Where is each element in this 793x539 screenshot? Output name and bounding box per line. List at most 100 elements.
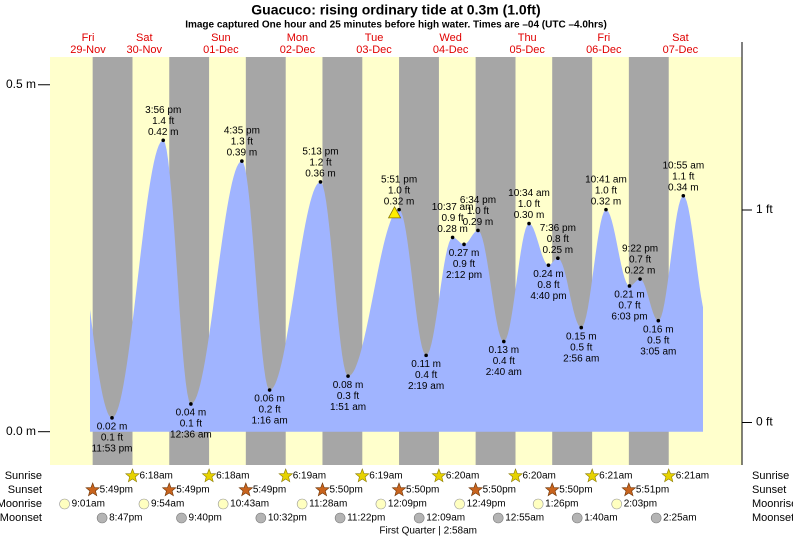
sunrise-time: 6:21am (676, 471, 709, 482)
tide-label: 5:13 pm (302, 147, 338, 158)
tide-point (656, 318, 661, 323)
tide-label: 0.8 ft (547, 234, 569, 245)
tide-label: 10:34 am (508, 188, 550, 199)
moonrise-icon (296, 498, 308, 510)
day-date: 06-Dec (586, 44, 622, 56)
sunset-icon (391, 482, 407, 497)
moonset-time: 2:25am (663, 513, 696, 524)
chart-title: Guacuco: rising ordinary tide at 0.3m (1… (251, 2, 540, 18)
moonrise-icon (59, 498, 70, 510)
tide-label: 1:16 am (252, 416, 288, 427)
sunset-icon (621, 482, 637, 497)
moonset-icon (96, 512, 108, 524)
day-date: 04-Dec (433, 44, 469, 56)
day-date: 07-Dec (663, 44, 699, 56)
tide-label: 0.29 m (463, 217, 494, 228)
sunrise-time: 6:18am (139, 471, 172, 482)
moonrise-time: 9:54am (151, 499, 184, 510)
tide-label: 1.0 ft (595, 185, 617, 196)
tide-label: 5:51 pm (381, 174, 417, 185)
sunrise-icon (661, 468, 677, 483)
tide-point (346, 374, 350, 378)
tide-point (110, 416, 114, 420)
tide-label: 1.0 ft (467, 206, 489, 217)
tide-label: 0.22 m (625, 266, 656, 277)
sunset-icon (85, 482, 101, 497)
moonrise-time: 9:01am (72, 499, 105, 510)
tide-point (318, 180, 323, 184)
tide-point (579, 325, 584, 330)
tide-label: 0.11 m (411, 359, 441, 370)
day-weekday: Wed (439, 32, 461, 44)
day-date: 01-Dec (203, 44, 239, 56)
tide-point (604, 207, 608, 212)
moonset-icon (650, 512, 662, 524)
moonrise-icon (454, 498, 465, 510)
moonset-icon (176, 512, 187, 524)
tide-point (627, 284, 632, 288)
moonset-time: 10:32pm (268, 513, 307, 524)
moonset-time: 12:09am (426, 513, 465, 524)
moonset-time: 12:55am (505, 513, 544, 524)
tide-label: 9:22 pm (622, 244, 658, 255)
tide-label: 0.4 ft (415, 370, 437, 381)
moonset-icon (571, 512, 583, 524)
moonset-icon (413, 512, 425, 524)
day-date: 03-Dec (356, 44, 392, 56)
sunrise-icon (584, 468, 600, 483)
tide-label: 0.24 m (533, 269, 564, 280)
tide-label: 0.34 m (668, 182, 699, 193)
sunset-time: 5:50pm (559, 485, 592, 496)
tide-label: 0.5 ft (647, 335, 669, 346)
y2-tick-label: 0 ft (756, 415, 773, 429)
moonset-icon (334, 512, 346, 524)
tide-label: 0.28 m (437, 224, 468, 235)
moonset-icon (492, 512, 504, 524)
tide-label: 0.27 m (449, 248, 480, 259)
tide-label: 0.4 ft (493, 356, 515, 367)
tide-point (546, 263, 551, 267)
tide-point (424, 353, 428, 358)
tide-label: 1:51 am (330, 402, 366, 413)
tide-label: 0.7 ft (629, 255, 651, 266)
tide-label: 12:36 am (170, 430, 212, 441)
tide-point (681, 193, 686, 198)
sunset-time: 5:51pm (636, 485, 669, 496)
tide-point (189, 402, 193, 406)
day-date: 29-Nov (70, 44, 106, 56)
tide-label: 0.42 m (148, 127, 179, 138)
sunset-time: 5:50pm (329, 485, 362, 496)
tide-label: 1.2 ft (309, 158, 331, 169)
moonset-time: 11:22pm (347, 513, 385, 524)
tide-label: 3:56 pm (145, 105, 181, 116)
day-weekday: Thu (518, 32, 537, 44)
tide-label: 3:05 am (640, 346, 676, 357)
chart-subtitle: Image captured One hour and 25 minutes b… (185, 20, 607, 31)
sunset-time: 5:49pm (100, 485, 133, 496)
moonrise-time: 10:43am (230, 499, 269, 510)
sunrise-time: 6:21am (599, 471, 632, 482)
sunrise-icon (354, 468, 370, 483)
y-tick-label: 0.5 m (6, 77, 36, 91)
moonset-time: 9:40pm (189, 513, 222, 524)
tide-label: 0.06 m (254, 394, 285, 405)
tide-label: 2:19 am (408, 381, 444, 392)
sunrise-icon (124, 468, 140, 483)
tide-layer (90, 140, 703, 432)
moonrise-icon (217, 498, 229, 510)
tide-label: 7:36 pm (540, 223, 576, 234)
moonrise-time: 12:49pm (467, 499, 506, 510)
tide-label: 0.30 m (514, 210, 545, 221)
tide-point (462, 242, 466, 247)
moonrise-time: 2:03pm (624, 499, 657, 510)
tide-label: 4:40 pm (530, 291, 566, 302)
tide-label: 1.3 ft (231, 137, 253, 148)
tide-label: 1.1 ft (672, 171, 694, 182)
tide-label: 0.39 m (227, 148, 258, 159)
tide-label: 0.2 ft (258, 405, 280, 416)
sunrise-icon (508, 468, 524, 483)
moonrise-icon (611, 498, 623, 510)
tide-label: 0.21 m (614, 290, 645, 301)
moonrise-time: 1:26pm (545, 499, 578, 510)
